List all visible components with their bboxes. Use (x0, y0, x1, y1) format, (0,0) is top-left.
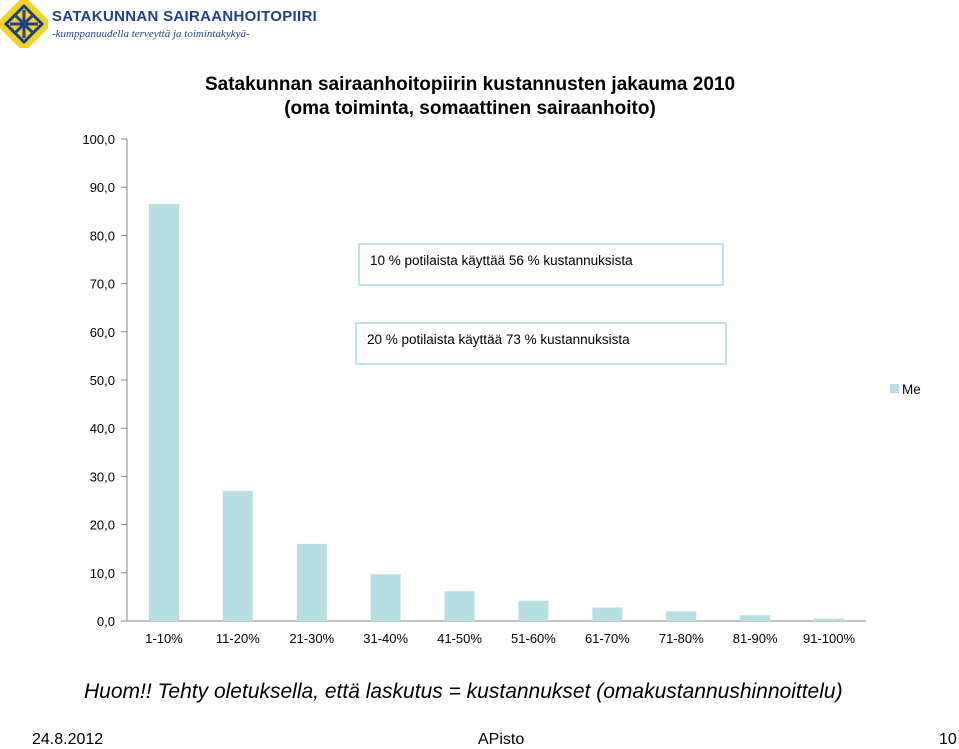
legend-swatch (890, 384, 899, 393)
annotation-box (355, 322, 727, 365)
x-tick-label: 41-50% (437, 631, 482, 646)
annotation-box (358, 243, 724, 286)
footer-page-number: 10 (939, 731, 957, 748)
footer-author: APisto (478, 731, 525, 748)
x-tick-label: 21-30% (289, 631, 334, 646)
chart-title-line-2: (oma toiminta, somaattinen sairaanhoito) (284, 98, 656, 119)
x-tick-label: 61-70% (585, 631, 630, 646)
bar-chart: 0,0 10,0 20,0 30,0 40,0 50,0 60,0 70,0 80,0 90,0 1… (82, 132, 921, 646)
y-tick-label: 80,0 (90, 228, 115, 243)
annotation-text: 20 % potilaista käyttää 73 % kustannuksi… (367, 332, 630, 347)
bar (592, 607, 623, 621)
y-tick-label: 60,0 (90, 325, 115, 340)
y-tick-label: 30,0 (90, 469, 115, 484)
bar (444, 591, 475, 621)
y-tick-label: 50,0 (90, 373, 115, 388)
note-text: Huom!! Tehty oletuksella, että laskutus … (84, 680, 843, 703)
bar (296, 543, 327, 621)
x-tick-label: 91-100% (803, 631, 855, 646)
x-tick-label: 81-90% (733, 631, 778, 646)
bar (666, 611, 697, 621)
footer-date: 24.8.2012 (32, 731, 104, 748)
x-tick-label: 1-10% (145, 631, 183, 646)
chart-title-line-1: Satakunnan sairaanhoitopiirin kustannust… (204, 74, 736, 95)
y-tick-label: 90,0 (90, 180, 115, 195)
y-tick-label: 70,0 (90, 277, 115, 292)
logo: SATAKUNNAN SAIRAANHOITOPIIRI -kumppanuud… (0, 0, 317, 53)
bar (518, 600, 549, 621)
bar (814, 618, 845, 621)
annotation-text: 10 % potilaista käyttää 56 % kustannuksi… (370, 253, 633, 268)
y-tick-label: 10,0 (90, 566, 115, 581)
y-tick-label: 40,0 (90, 421, 115, 436)
bar (370, 574, 401, 621)
logo-name: SATAKUNNAN SAIRAANHOITOPIIRI (52, 8, 318, 25)
x-tick-label: 51-60% (511, 631, 556, 646)
bar (740, 615, 771, 621)
bar (148, 204, 179, 621)
logo-tagline: -kumppanuudella terveyttä ja toimintakyk… (52, 28, 250, 40)
y-tick-label: 20,0 (90, 518, 115, 533)
legend-label: Me (902, 382, 921, 397)
bar (222, 490, 253, 621)
y-tick-label: 0,0 (97, 614, 115, 629)
y-tick-label: 100,0 (82, 132, 115, 147)
x-tick-label: 31-40% (363, 631, 408, 646)
x-tick-label: 71-80% (659, 631, 704, 646)
x-tick-label: 11-20% (216, 631, 260, 646)
logo-emblem-icon (0, 0, 53, 53)
